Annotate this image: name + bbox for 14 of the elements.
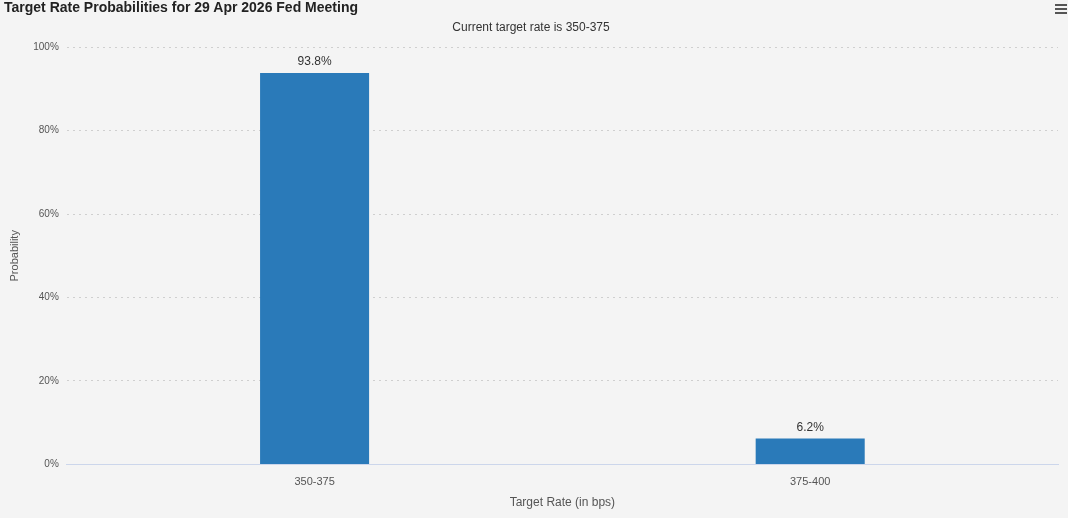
y-axis-title: Probability (7, 229, 20, 282)
y-tick-label: 40% (38, 291, 59, 303)
x-axis-title: Target Rate (in bps) (509, 495, 616, 510)
text: 93.8% (297, 54, 332, 69)
x-tick-label: 350-375 (294, 475, 335, 488)
y-tick-label: 100% (33, 40, 59, 52)
x-tick-label: 375-400 (790, 475, 831, 488)
y-tick-label: 60% (38, 207, 59, 219)
y-tick-label: 80% (38, 124, 59, 136)
y-tick-label: 0% (44, 458, 59, 470)
chart-subtitle: Current target rate is 350-375 (452, 20, 611, 35)
chart-title: Target Rate Probabilities for 29 Apr 2026 Fed Meeting (4, 0, 358, 16)
text: 6.2% (796, 419, 824, 434)
y-tick-label: 20% (38, 374, 59, 386)
